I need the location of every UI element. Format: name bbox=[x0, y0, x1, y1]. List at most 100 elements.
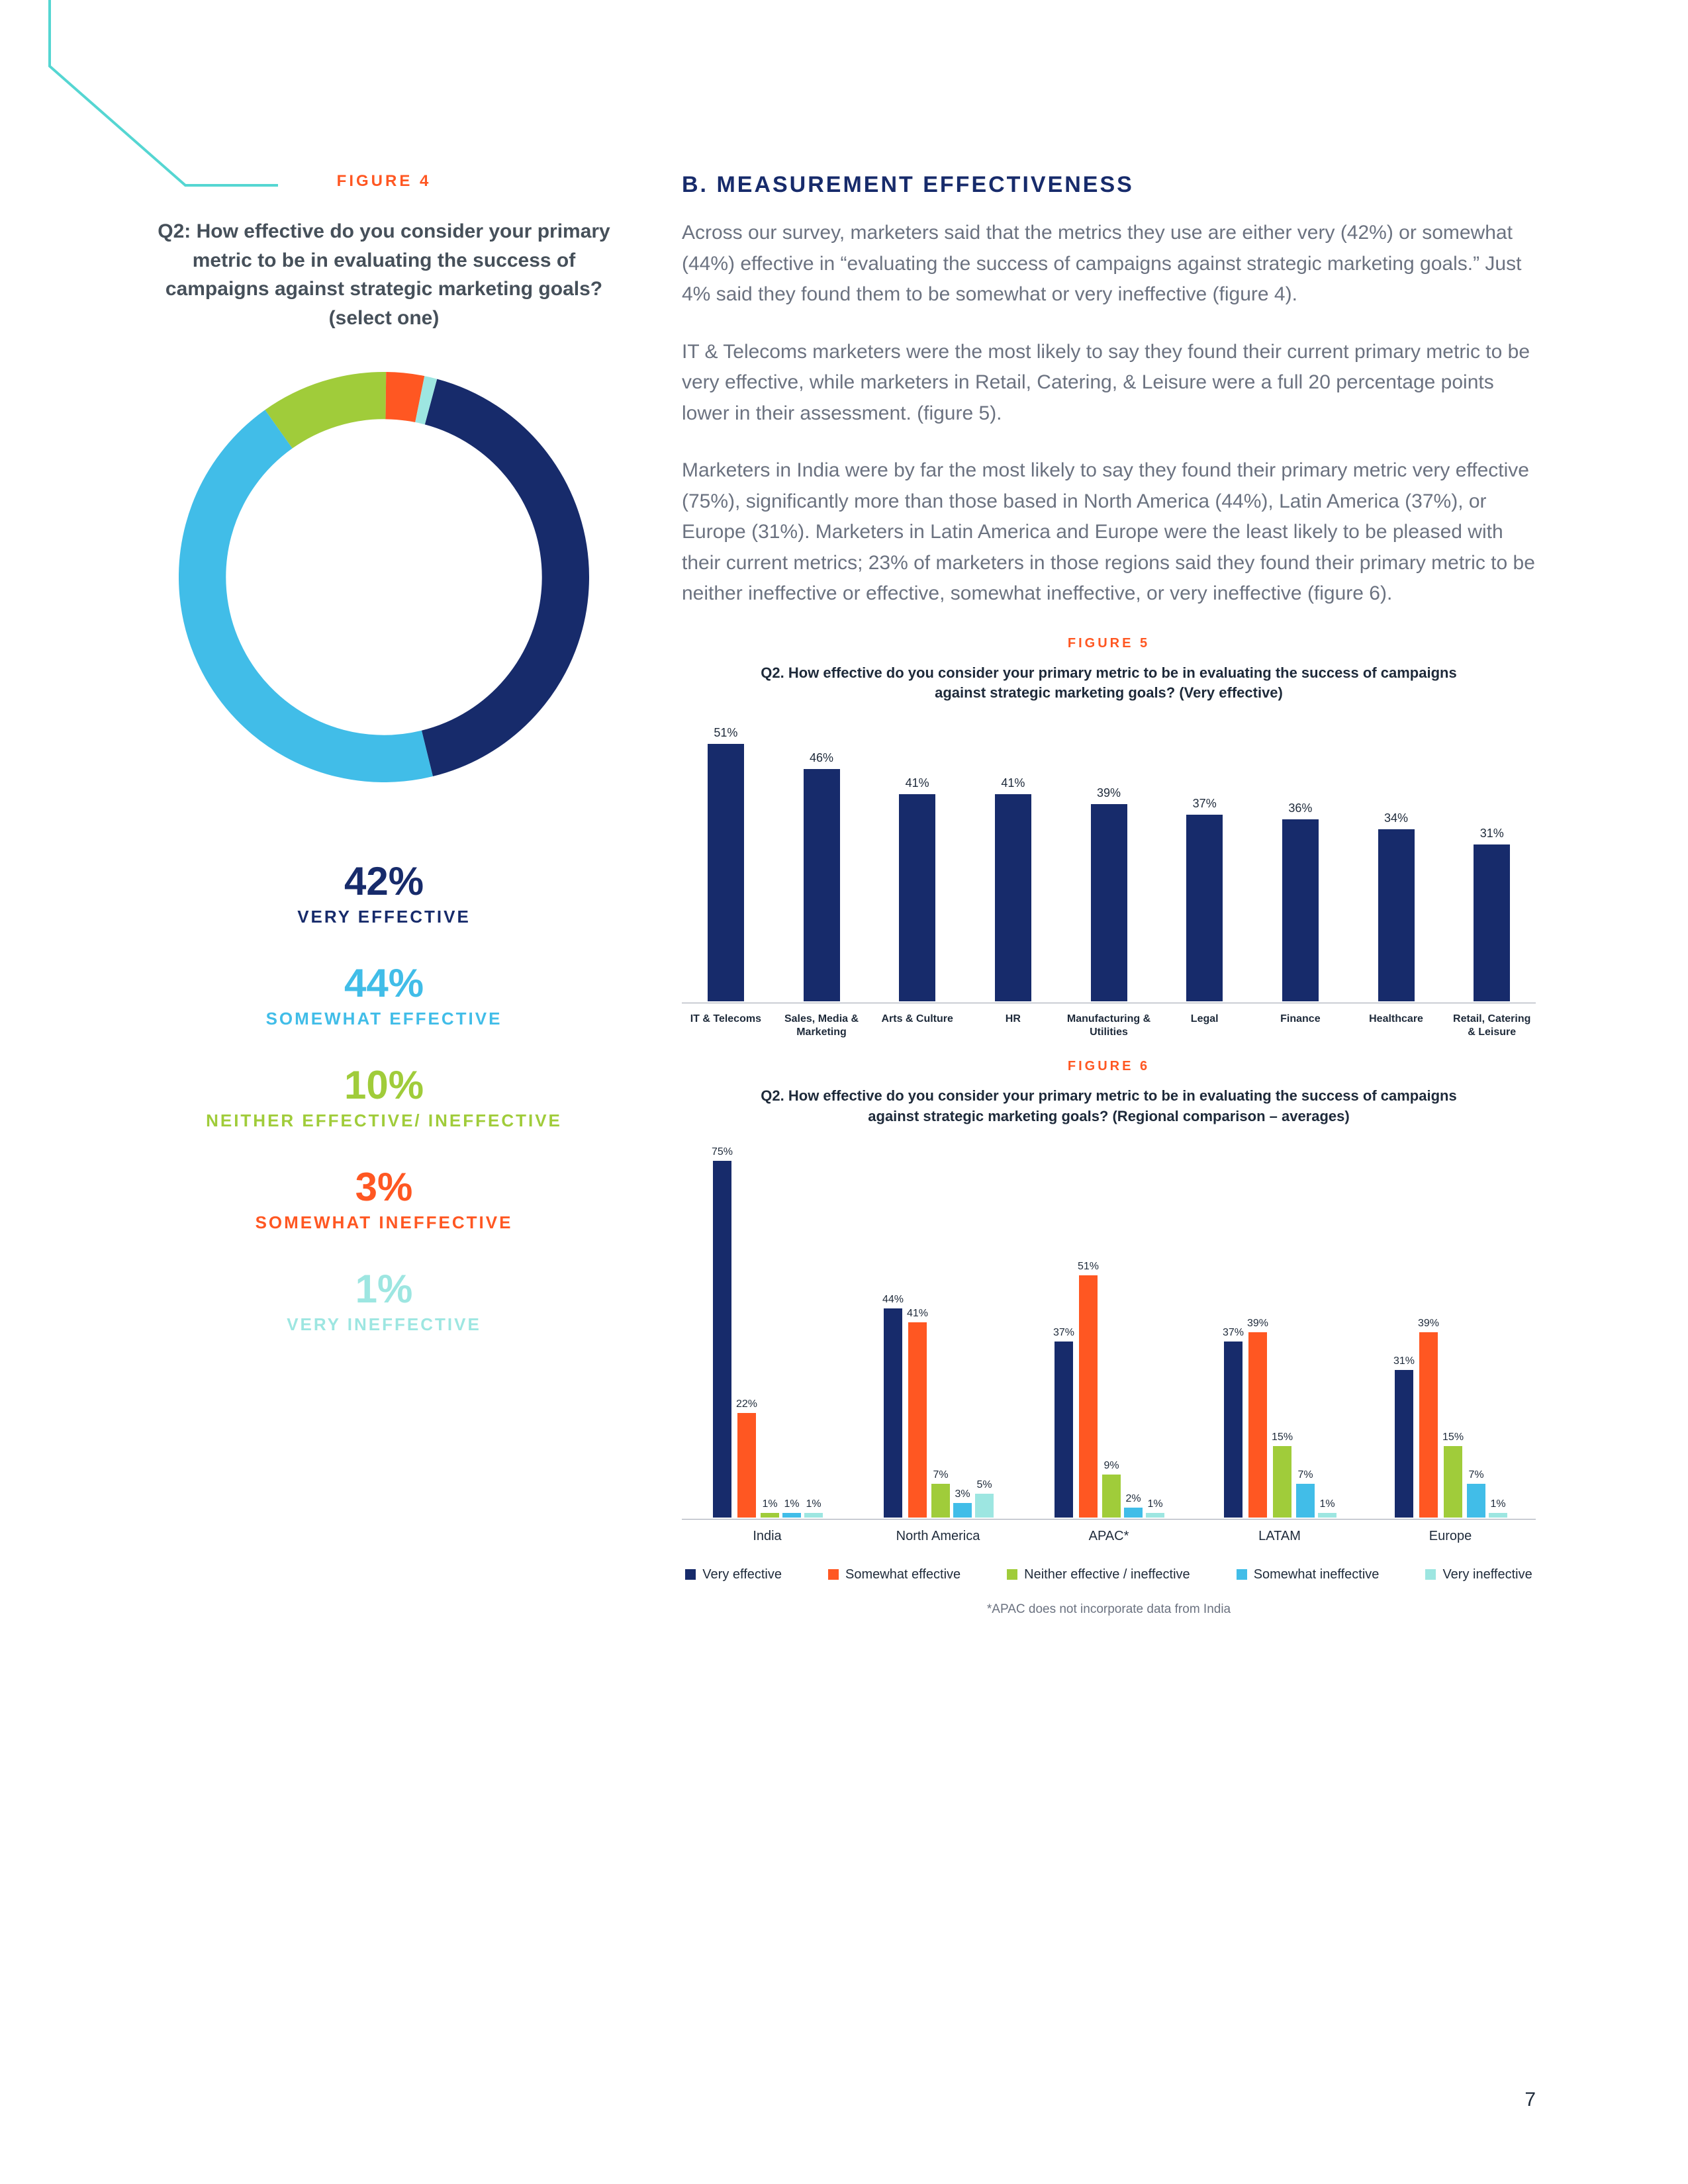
figure6-bar bbox=[1489, 1513, 1507, 1518]
figure5-bar-col: 31% bbox=[1448, 827, 1536, 1001]
figure5-category-label: Sales, Media & Marketing bbox=[778, 1013, 866, 1039]
legend-text: Somewhat effective bbox=[845, 1567, 961, 1582]
figure6-bar-value: 7% bbox=[1297, 1469, 1313, 1481]
donut-segment bbox=[420, 399, 431, 402]
figure6-bar bbox=[1146, 1513, 1164, 1518]
figure6-legend-item: Somewhat ineffective bbox=[1237, 1567, 1380, 1582]
figure6-bar-value: 15% bbox=[1442, 1432, 1464, 1443]
legend-text: Somewhat ineffective bbox=[1254, 1567, 1380, 1582]
figure5-bar-value: 41% bbox=[906, 776, 929, 790]
figure5-chart: 51%46%41%41%39%37%36%34%31% IT & Telecom… bbox=[682, 723, 1536, 1039]
body-paragraph: Across our survey, marketers said that t… bbox=[682, 218, 1536, 310]
figure6-bar bbox=[1248, 1332, 1267, 1518]
body-paragraphs: Across our survey, marketers said that t… bbox=[682, 218, 1536, 610]
figure6-bar bbox=[804, 1513, 823, 1518]
figure6-chart: 75%22%1%1%1%44%41%7%3%5%37%51%9%2%1%37%3… bbox=[682, 1147, 1536, 1617]
figure5-category-label: HR bbox=[1006, 1013, 1021, 1039]
figure5-bar-col: 37% bbox=[1160, 797, 1248, 1002]
figure6-bar-value: 39% bbox=[1418, 1318, 1439, 1330]
figure5-bar-col: 51% bbox=[682, 726, 770, 1001]
left-column: FIGURE 4 Q2: How effective do you consid… bbox=[152, 172, 616, 1617]
figure6-bar-value: 22% bbox=[736, 1398, 757, 1410]
figure6-bar-value: 37% bbox=[1053, 1327, 1074, 1339]
figure5-category-label: Retail, Catering & Leisure bbox=[1448, 1013, 1536, 1039]
figure4-question: Q2: How effective do you consider your p… bbox=[152, 217, 616, 332]
figure6-bar-value: 41% bbox=[907, 1308, 928, 1320]
legend-text: Neither effective / ineffective bbox=[1024, 1567, 1190, 1582]
figure6-bar-value: 31% bbox=[1393, 1355, 1415, 1367]
figure6-bar bbox=[1273, 1446, 1291, 1518]
figure5-bar bbox=[1186, 815, 1223, 1002]
figure6-group: 31%39%15%7%1% bbox=[1365, 1318, 1536, 1518]
figure5-bar bbox=[708, 744, 744, 1001]
figure6-legend-item: Very effective bbox=[685, 1567, 782, 1582]
figure6-label: FIGURE 6 bbox=[682, 1059, 1536, 1074]
section-heading: B. MEASUREMENT EFFECTIVENESS bbox=[682, 172, 1536, 198]
figure6-bar-value: 1% bbox=[806, 1498, 821, 1510]
figure6-group: 44%41%7%3%5% bbox=[853, 1294, 1023, 1518]
figure6-group-label: APAC* bbox=[1089, 1529, 1129, 1544]
figure6-legend-item: Neither effective / ineffective bbox=[1007, 1567, 1190, 1582]
donut-segment bbox=[203, 429, 428, 758]
figure5-bar bbox=[899, 794, 935, 1001]
figure6-bar bbox=[1467, 1484, 1485, 1517]
figure6-bar-value: 1% bbox=[1147, 1498, 1162, 1510]
figure6-bar-value: 7% bbox=[933, 1469, 948, 1481]
figure5-label: FIGURE 5 bbox=[682, 636, 1536, 651]
figure5-category-label: Finance bbox=[1280, 1013, 1320, 1039]
figure6-bar-value: 5% bbox=[976, 1479, 992, 1491]
figure5-bar bbox=[995, 794, 1031, 1001]
figure6-bar bbox=[1055, 1342, 1073, 1518]
figure4-label: FIGURE 4 bbox=[152, 172, 616, 191]
figure4-stat-label: SOMEWHAT EFFECTIVE bbox=[152, 1009, 616, 1029]
figure4-stat: 44%SOMEWHAT EFFECTIVE bbox=[152, 964, 616, 1029]
figure6-bar bbox=[931, 1484, 950, 1517]
figure5-bar-value: 51% bbox=[714, 726, 737, 740]
figure5-question: Q2. How effective do you consider your p… bbox=[745, 663, 1473, 704]
figure5-bar bbox=[804, 769, 840, 1001]
figure5-bar bbox=[1282, 819, 1319, 1001]
figure5-bar-col: 46% bbox=[778, 751, 866, 1001]
figure5-bar-value: 37% bbox=[1193, 797, 1217, 811]
figure6-bar bbox=[1296, 1484, 1315, 1517]
figure5-bar-value: 46% bbox=[810, 751, 833, 765]
figure6-group: 37%51%9%2%1% bbox=[1023, 1261, 1194, 1518]
figure6-group: 75%22%1%1%1% bbox=[682, 1146, 853, 1517]
figure5-bar bbox=[1474, 844, 1510, 1001]
figure6-bar-value: 9% bbox=[1103, 1460, 1119, 1472]
section-heading-text: MEASUREMENT EFFECTIVENESS bbox=[716, 172, 1133, 197]
figure5-bar-value: 41% bbox=[1001, 776, 1025, 790]
figure5-bar-col: 41% bbox=[969, 776, 1057, 1001]
figure6-bar bbox=[1102, 1475, 1121, 1518]
figure4-stat: 3%SOMEWHAT INEFFECTIVE bbox=[152, 1167, 616, 1233]
figure6-bar bbox=[761, 1513, 779, 1518]
figure6-bar-value: 1% bbox=[784, 1498, 799, 1510]
figure6-bar-value: 15% bbox=[1272, 1432, 1293, 1443]
page-number: 7 bbox=[1524, 2089, 1536, 2111]
legend-swatch bbox=[685, 1569, 696, 1580]
figure6-bar bbox=[1419, 1332, 1438, 1518]
figure4-donut bbox=[152, 372, 616, 782]
figure5-bar bbox=[1091, 804, 1127, 1001]
figure6-bar-value: 39% bbox=[1247, 1318, 1268, 1330]
figure4-stat-pct: 42% bbox=[152, 862, 616, 901]
figure6-bar-value: 1% bbox=[1490, 1498, 1505, 1510]
figure6-bar-value: 51% bbox=[1078, 1261, 1099, 1273]
legend-swatch bbox=[828, 1569, 839, 1580]
figure5-category-label: Manufacturing & Utilities bbox=[1065, 1013, 1153, 1039]
figure5-bar-value: 39% bbox=[1097, 786, 1121, 800]
figure4-stat-pct: 10% bbox=[152, 1066, 616, 1105]
figure5-category-label: Arts & Culture bbox=[881, 1013, 953, 1039]
legend-swatch bbox=[1237, 1569, 1247, 1580]
figure5-bar-col: 39% bbox=[1065, 786, 1153, 1001]
figure6-bar bbox=[975, 1494, 994, 1518]
figure6-bar bbox=[737, 1413, 756, 1518]
figure6-bar bbox=[1124, 1508, 1143, 1517]
figure6-bar-value: 1% bbox=[762, 1498, 777, 1510]
figure6-bar-value: 37% bbox=[1223, 1327, 1244, 1339]
figure5-bar bbox=[1378, 829, 1415, 1001]
body-paragraph: IT & Telecoms marketers were the most li… bbox=[682, 337, 1536, 430]
figure4-legend-list: 42%VERY EFFECTIVE44%SOMEWHAT EFFECTIVE10… bbox=[152, 862, 616, 1335]
figure4-stat: 10%NEITHER EFFECTIVE/ INEFFECTIVE bbox=[152, 1066, 616, 1131]
figure6-group-label: Europe bbox=[1429, 1529, 1472, 1544]
